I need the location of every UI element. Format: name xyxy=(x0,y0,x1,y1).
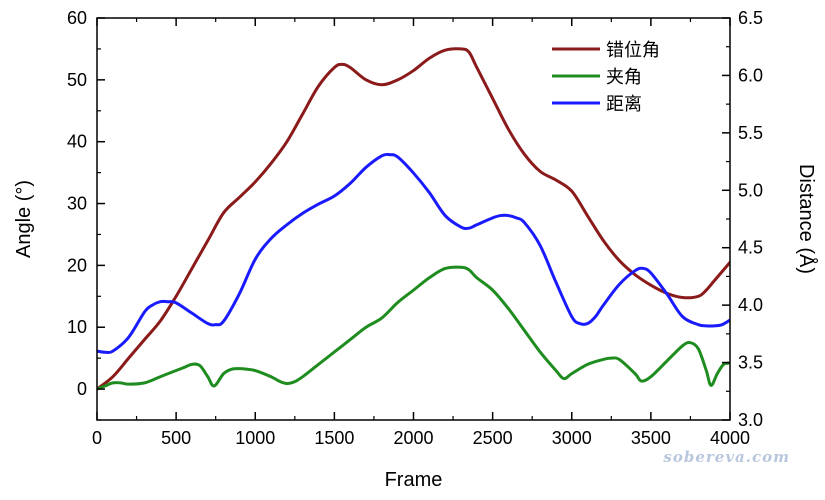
series-line-3 xyxy=(97,152,730,355)
y-tick-label: 30 xyxy=(67,194,87,214)
y2-tick-label: 5.0 xyxy=(738,180,763,200)
legend-label-2: 夹角 xyxy=(606,67,642,88)
y2-tick-label: 6.5 xyxy=(738,8,763,28)
legend-label-3: 距离 xyxy=(606,94,642,115)
x-tick-label: 3500 xyxy=(631,428,671,448)
y2-tick-label: 4.5 xyxy=(738,238,763,258)
y-tick-label: 20 xyxy=(67,255,87,275)
y-tick-label: 60 xyxy=(67,8,87,28)
x-tick-label: 3000 xyxy=(552,428,592,448)
y2-tick-label: 4.0 xyxy=(738,295,763,315)
x-axis-title: Frame xyxy=(385,469,443,491)
y2-tick-label: 5.5 xyxy=(738,123,763,143)
x-tick-label: 0 xyxy=(92,428,102,448)
legend-label-1: 错位角 xyxy=(606,40,660,61)
y-tick-label: 50 xyxy=(67,70,87,90)
watermark: sobereva.com xyxy=(663,448,790,466)
x-tick-label: 2500 xyxy=(473,428,513,448)
y-axis-title: Angle (°) xyxy=(13,180,35,258)
y-tick-label: 40 xyxy=(67,132,87,152)
x-tick-label: 500 xyxy=(161,428,191,448)
series-line-1 xyxy=(97,47,730,391)
y-tick-label: 0 xyxy=(77,379,87,399)
y-tick-label: 10 xyxy=(67,317,87,337)
x-tick-label: 1500 xyxy=(314,428,354,448)
y2-tick-label: 6.0 xyxy=(738,65,763,85)
y2-tick-label: 3.5 xyxy=(738,353,763,373)
x-tick-label: 4000 xyxy=(710,428,750,448)
y2-axis-title: Distance (Å) xyxy=(795,164,818,274)
ticks-layer: 0 500 1000 1500 2000 2500 3000 3500 4000 0 10 20 30 4… xyxy=(67,8,763,448)
x-tick-label: 2000 xyxy=(393,428,433,448)
series-line-2 xyxy=(97,265,730,391)
x-tick-label: 1000 xyxy=(235,428,275,448)
series-layer xyxy=(97,47,730,391)
y2-tick-label: 3.0 xyxy=(738,410,763,430)
